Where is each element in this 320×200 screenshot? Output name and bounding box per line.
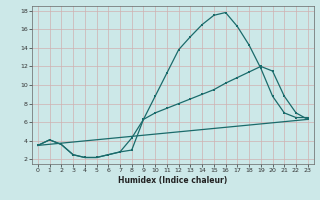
X-axis label: Humidex (Indice chaleur): Humidex (Indice chaleur) (118, 176, 228, 185)
